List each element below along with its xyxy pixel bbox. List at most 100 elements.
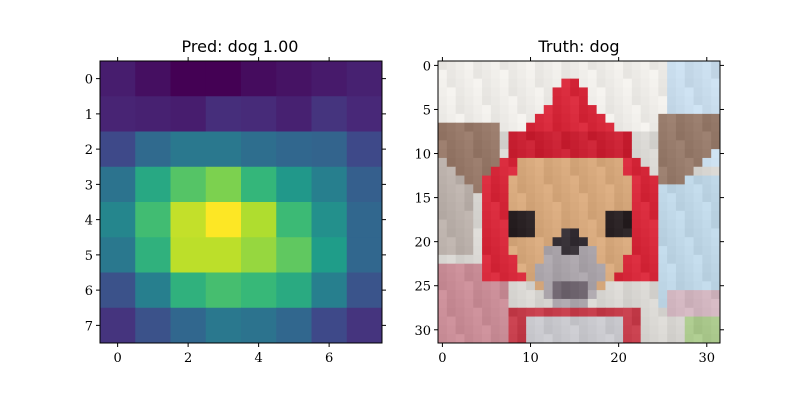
image-pixel (438, 184, 448, 194)
image-pixel (464, 290, 474, 300)
image-pixel (473, 193, 483, 203)
image-pixel (543, 254, 553, 265)
heatmap-cell (276, 307, 312, 344)
image-pixel (473, 78, 483, 88)
image-pixel (640, 307, 650, 317)
image-pixel (693, 237, 703, 247)
image-pixel (623, 219, 633, 229)
image-pixel (570, 219, 580, 229)
image-pixel (711, 166, 721, 176)
image-pixel (464, 78, 474, 88)
image-pixel (587, 228, 598, 238)
image-pixel (675, 202, 686, 212)
image-pixel (605, 237, 615, 247)
image-pixel (561, 334, 571, 344)
image-pixel (473, 61, 483, 71)
image-pixel (579, 254, 589, 265)
image-pixel (455, 316, 465, 326)
image-pixel (455, 96, 465, 106)
image-pixel (446, 184, 457, 194)
image-pixel (667, 316, 677, 326)
image-pixel (446, 193, 457, 203)
image-pixel (508, 334, 518, 344)
image-pixel (570, 131, 580, 141)
image-pixel (649, 61, 659, 71)
image-pixel (543, 149, 553, 159)
image-pixel (499, 263, 509, 273)
image-pixel (631, 131, 642, 141)
image-pixel (702, 113, 712, 124)
heatmap-cell (346, 166, 383, 203)
image-pixel (605, 149, 615, 159)
image-pixel (455, 246, 465, 256)
image-pixel (587, 210, 598, 221)
image-pixel (455, 140, 465, 150)
image-pixel (711, 281, 721, 291)
image-pixel (499, 157, 509, 168)
heatmap-panel: Pred: dog 1.00 0 2 4 6 0 1 2 3 4 5 6 7 (85, 37, 386, 366)
image-pixel (702, 96, 712, 106)
image-pixel (702, 254, 712, 265)
image-pixel (473, 228, 483, 238)
image-pixel (490, 228, 501, 238)
image-pixel (543, 219, 553, 229)
image-pixel (446, 131, 457, 141)
image-pixel (579, 149, 589, 159)
image-pixel (526, 69, 536, 80)
image-pixel (482, 96, 492, 106)
image-pixel (464, 246, 474, 256)
image-pixel (658, 334, 668, 344)
image-pixel (711, 122, 721, 132)
image-pixel (614, 219, 624, 229)
image-pixel (534, 122, 545, 132)
image-pixel (570, 202, 580, 212)
image-pixel (508, 219, 518, 229)
image-pixel (605, 246, 615, 256)
image-pixel (552, 184, 562, 194)
image-pixel (473, 157, 483, 168)
image-pixel (658, 78, 668, 88)
image-pixel (482, 228, 492, 238)
image-pixel (579, 157, 589, 168)
image-pixel (649, 263, 659, 273)
image-pixel (455, 175, 465, 185)
image-pixel (438, 140, 448, 150)
image-pixel (693, 175, 703, 185)
image-pixel (623, 237, 633, 247)
image-pixel (570, 210, 580, 221)
y-tick-label: 1 (85, 108, 93, 123)
image-pixel (605, 228, 615, 238)
image-pixel (587, 202, 598, 212)
image-pixel (490, 122, 501, 132)
image-pixel (631, 69, 642, 80)
image-pixel (579, 272, 589, 282)
image-pixel (693, 263, 703, 273)
image-pixel (667, 149, 677, 159)
image-pixel (702, 122, 712, 132)
image-pixel (658, 219, 668, 229)
image-pixel (711, 61, 721, 71)
image-pixel (623, 149, 633, 159)
image-pixel (693, 228, 703, 238)
image-pixel (587, 69, 598, 80)
image-pixel (605, 263, 615, 273)
heatmap-cell (241, 96, 277, 132)
image-pixel (614, 290, 624, 300)
image-pixel (473, 219, 483, 229)
image-pixel (684, 96, 694, 106)
image-pixel (631, 96, 642, 106)
image-pixel (561, 325, 571, 335)
heatmap-cell (170, 61, 207, 97)
image-pixel (711, 87, 721, 97)
image-pixel (596, 219, 606, 229)
image-pixel (517, 157, 527, 168)
image-pixel (464, 298, 474, 309)
image-pixel (658, 237, 668, 247)
image-pixel (658, 140, 668, 150)
image-pixel (623, 210, 633, 221)
heatmap-cell (311, 61, 348, 97)
image-pixel (526, 149, 536, 159)
image-pixel (587, 113, 598, 124)
image-pixel (614, 175, 624, 185)
image-pixel (675, 210, 686, 221)
